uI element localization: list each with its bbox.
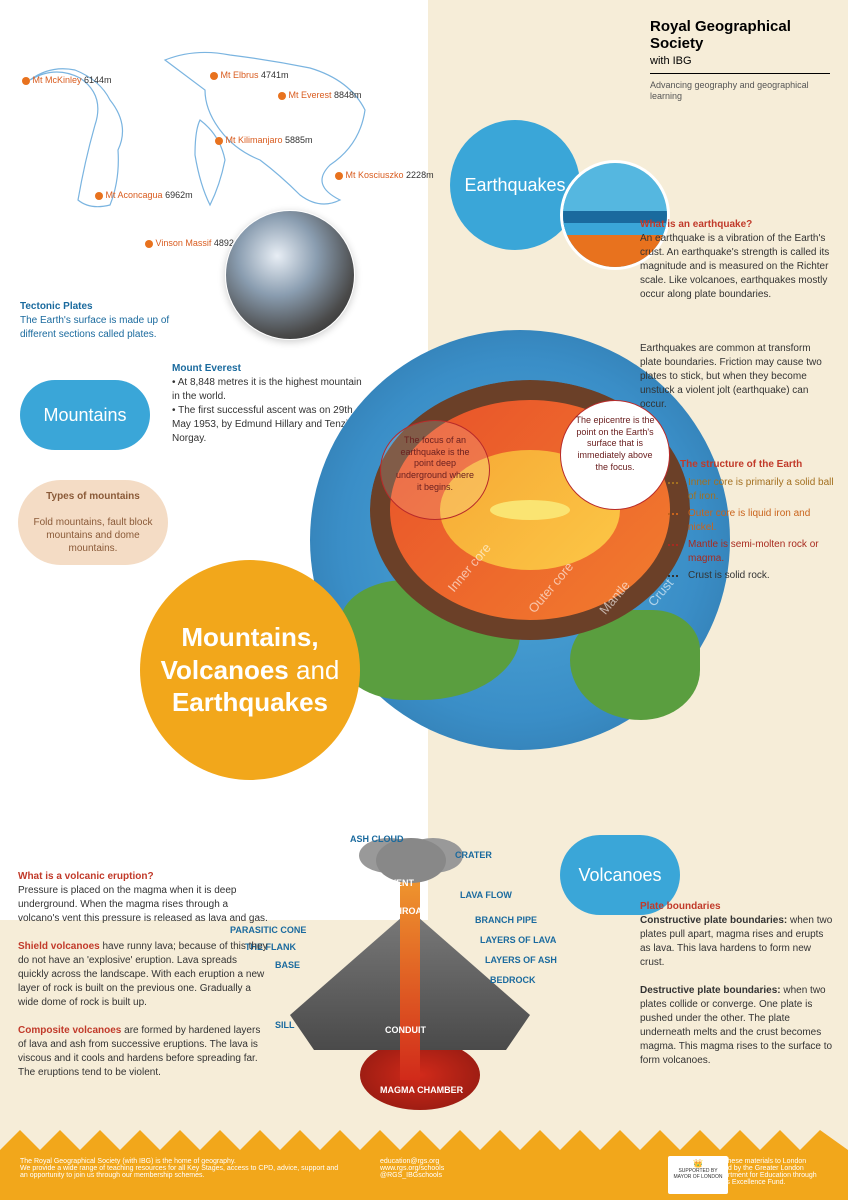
peak-marker: Mt Everest 8848m [278,90,362,100]
tectonic-text: Tectonic PlatesThe Earth's surface is ma… [20,300,190,342]
peak-marker: Mt McKinley 6144m [22,75,112,85]
org-name: Royal Geographical Society [650,18,830,53]
earthquakes-badge: Earthquakes [450,120,580,250]
types-badge: Types of mountainsFold mountains, fault … [18,480,168,565]
focus-callout: The focus of an earthquake is the point … [380,420,490,520]
earthquake-transform: Earthquakes are common at transform plat… [640,342,835,412]
zigzag-border [0,1130,848,1150]
volcano-diagram: ASH CLOUD VENT CRATER THROAT LAVA FLOW P… [260,860,560,1120]
org-tag: Advancing geography and geographical lea… [650,80,830,103]
world-map: Mt McKinley 6144m Mt Elbrus 4741m Mt Eve… [10,10,410,240]
org-sub: with IBG [650,55,830,67]
peak-marker: Mt Kosciuszko 2228m [335,170,434,180]
peak-marker: Mt Kilimanjaro 5885m [215,135,313,145]
peak-marker: Mt Aconcagua 6962m [95,190,193,200]
earth-structure: The structure of the Earth Inner core is… [680,458,840,586]
volcanic-eruption-text: What is a volcanic eruption? Pressure is… [18,870,268,1080]
epicentre-callout: The epicentre is the point on the Earth'… [560,400,670,510]
header: Royal Geographical Society with IBG Adva… [650,18,830,103]
mountains-badge: Mountains [20,380,150,450]
peak-marker: Mt Elbrus 4741m [210,70,289,80]
earthquake-def: What is an earthquake?An earthquake is a… [640,218,835,302]
everest-photo [225,210,355,340]
peak-marker: Vinson Massif 4892m [145,238,241,248]
plate-boundaries-text: Plate boundaries Constructive plate boun… [640,900,835,1068]
mayor-logo: 👑SUPPORTED BY MAYOR OF LONDON [668,1156,728,1194]
main-title: Mountains,Volcanoes andEarthquakes [140,560,360,780]
